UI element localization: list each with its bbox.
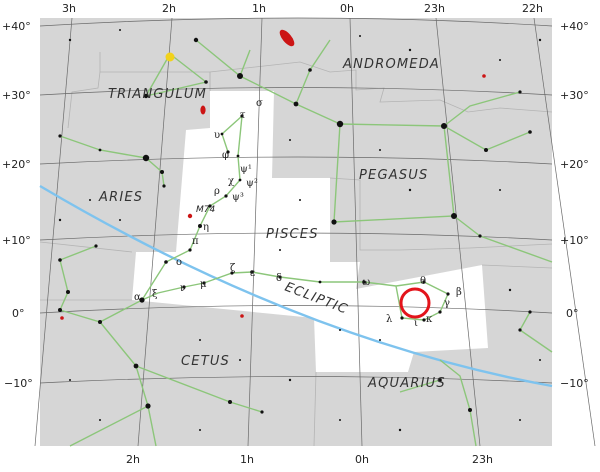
dec-label: 0° <box>12 307 25 320</box>
dec-label: +10° <box>2 234 31 247</box>
dec-label: −10° <box>4 377 33 390</box>
galaxy-icon <box>60 316 64 320</box>
star-label: ψ³ <box>232 192 244 203</box>
ra-axis-bottom: 2h 1h 0h 23h <box>126 453 493 466</box>
triangulum-galaxy-icon <box>200 105 206 115</box>
ra-label: 22h <box>522 2 543 15</box>
constellation-label-aquarius: AQUARIUS <box>367 376 446 391</box>
star-label: ξ <box>152 289 158 300</box>
star-label: ι <box>414 318 418 329</box>
dec-label: +30° <box>2 89 31 102</box>
dec-label: +30° <box>560 89 589 102</box>
star-label: ο <box>176 257 182 268</box>
star-cluster-icon <box>165 52 175 62</box>
stars <box>58 29 542 432</box>
ra-label: 1h <box>252 2 266 15</box>
dec-label: +40° <box>2 20 31 33</box>
ecliptic-line <box>39 184 553 388</box>
star-label: λ <box>386 314 393 325</box>
ra-axis-top: 3h 2h 1h 0h 23h 22h <box>62 2 543 15</box>
dec-label: +10° <box>560 234 589 247</box>
star-labels: σ τ υ φ χ ψ¹ ψ² ψ³ ρ η π ο ζ ε δ α ξ ν μ… <box>134 98 462 329</box>
constellation-label-pisces: PISCES <box>266 227 319 242</box>
dec-label: −10° <box>560 377 589 390</box>
star-label: χ <box>228 176 234 187</box>
dec-label: 0° <box>566 307 579 320</box>
star-label: θ <box>420 276 426 287</box>
star-label: ρ <box>214 186 220 197</box>
constellation-label-pegasus: PEGASUS <box>359 168 428 183</box>
star-label: γ <box>444 298 450 309</box>
ra-label: 23h <box>424 2 445 15</box>
star-label: β <box>456 287 462 298</box>
galaxy-icon <box>240 314 244 318</box>
dec-label: +20° <box>560 158 589 171</box>
ra-label: 3h <box>62 2 76 15</box>
star-label: υ <box>214 130 220 141</box>
star-label: π <box>192 236 199 247</box>
star-label: ε <box>250 268 255 279</box>
star-label: τ <box>240 110 246 121</box>
circle-marker <box>399 287 431 319</box>
andromeda-galaxy-icon <box>279 29 295 47</box>
star-label: ν <box>180 283 186 294</box>
star-label: μ <box>200 279 207 290</box>
galaxy-icon <box>482 74 486 78</box>
star-label: η <box>203 222 209 233</box>
ra-label: 2h <box>126 453 140 466</box>
m74-galaxy-icon <box>187 213 193 219</box>
constellation-label-cetus: CETUS <box>181 354 230 369</box>
star-label: ψ² <box>246 178 258 189</box>
star-label: φ <box>222 150 229 161</box>
dec-axis-right: +40° +30° +20° +10° 0° −10° <box>560 20 589 390</box>
ra-label: 23h <box>472 453 493 466</box>
constellation-boundaries <box>39 52 553 447</box>
constellation-label-aries: ARIES <box>98 190 143 205</box>
dec-label: +20° <box>2 158 31 171</box>
star-label: σ <box>256 98 263 109</box>
star-label: κ <box>426 314 433 325</box>
m74-label: M74 <box>196 205 215 215</box>
star-label: ζ <box>230 263 236 274</box>
constellation-label-andromeda: ANDROMEDA <box>342 57 440 72</box>
ra-label: 2h <box>162 2 176 15</box>
star-label: ω <box>362 277 370 288</box>
coordinate-grid <box>34 17 596 447</box>
constellation-label-triangulum: TRIANGULUM <box>108 87 207 102</box>
star-label: ψ¹ <box>240 164 252 175</box>
star-label: δ <box>276 273 282 284</box>
ra-label: 1h <box>240 453 254 466</box>
ra-label: 0h <box>355 453 369 466</box>
star-label: α <box>134 292 141 303</box>
dec-label: +40° <box>560 20 589 33</box>
dec-axis-left: +40° +30° +20° +10° 0° −10° <box>2 20 33 390</box>
ra-label: 0h <box>340 2 354 15</box>
